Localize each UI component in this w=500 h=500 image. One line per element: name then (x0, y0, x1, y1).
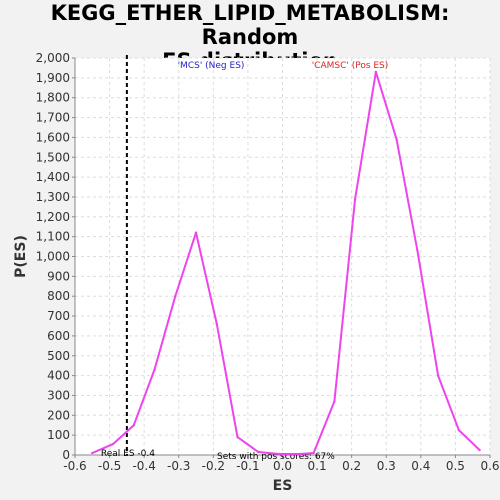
series-line (91, 70, 481, 455)
chart-title-line-1: KEGG_ETHER_LIPID_METABOLISM: Random (50, 1, 450, 49)
x-tick-label: -0.1 (236, 459, 259, 473)
data-point (174, 295, 177, 298)
legend-entry-neg: 'MCS' (Neg ES) (178, 61, 245, 71)
x-tick-label: -0.4 (132, 459, 155, 473)
data-point (395, 138, 398, 141)
x-tick-label: 0.6 (480, 459, 499, 473)
y-tick-label: 1,700 (36, 111, 70, 125)
data-point (457, 428, 461, 432)
x-tick-label: -0.6 (63, 459, 86, 473)
y-tick-label: 1,900 (36, 71, 70, 85)
data-point (111, 442, 115, 446)
pos-scores-annotation: Sets with pos scores: 67% (217, 452, 335, 462)
data-point (374, 70, 378, 74)
x-tick-label: 0.3 (377, 459, 396, 473)
x-tick-label: -0.2 (202, 459, 225, 473)
y-tick-label: 400 (47, 369, 70, 383)
y-axis-label: P(ES) (13, 235, 29, 278)
data-point (194, 231, 198, 234)
y-tick-label: 600 (47, 329, 70, 343)
data-point (436, 374, 440, 377)
y-tick-label: 2,000 (36, 51, 70, 65)
data-point (91, 451, 94, 455)
data-point (353, 197, 357, 201)
y-tick-label: 100 (47, 428, 70, 442)
data-point (132, 424, 135, 427)
y-tick-label: 1,000 (36, 250, 70, 264)
y-tick-label: 700 (47, 309, 70, 323)
x-tick-label: 0.5 (446, 459, 465, 473)
x-axis-label: ES (273, 478, 293, 494)
y-tick-label: 500 (47, 349, 70, 363)
data-point (333, 400, 336, 403)
data-point (298, 452, 301, 456)
y-tick-label: 1,400 (36, 170, 70, 184)
y-tick-label: 1,100 (36, 230, 70, 244)
data-point (215, 322, 218, 326)
y-tick-label: 1,300 (36, 190, 70, 204)
data-point (312, 451, 315, 455)
data-point (257, 450, 260, 454)
y-tick-label: 1,800 (36, 91, 70, 105)
y-tick-label: 1,200 (36, 210, 70, 224)
real-es-label: Real ES -0.4 (101, 449, 155, 459)
y-tick-label: 1,500 (36, 150, 70, 164)
data-point (416, 249, 419, 252)
y-tick-label: 300 (47, 388, 70, 402)
data-point (277, 452, 281, 456)
y-tick-label: 900 (47, 269, 70, 283)
x-tick-label: 0.1 (308, 459, 327, 473)
x-tick-label: -0.3 (167, 459, 190, 473)
y-tick-label: 800 (47, 289, 70, 303)
x-tick-label: 0.2 (342, 459, 361, 473)
y-tick-label: 0 (62, 448, 70, 462)
data-point (236, 435, 239, 439)
data-point (153, 368, 156, 371)
y-tick-label: 1,600 (36, 130, 70, 144)
x-tick-label: 0.4 (411, 459, 430, 473)
y-tick-label: 200 (47, 408, 70, 422)
data-point (478, 448, 481, 452)
x-tick-label: -0.5 (98, 459, 121, 473)
legend-entry-pos: 'CAMSC' (Pos ES) (312, 61, 389, 71)
x-tick-label: 0.0 (273, 459, 292, 473)
